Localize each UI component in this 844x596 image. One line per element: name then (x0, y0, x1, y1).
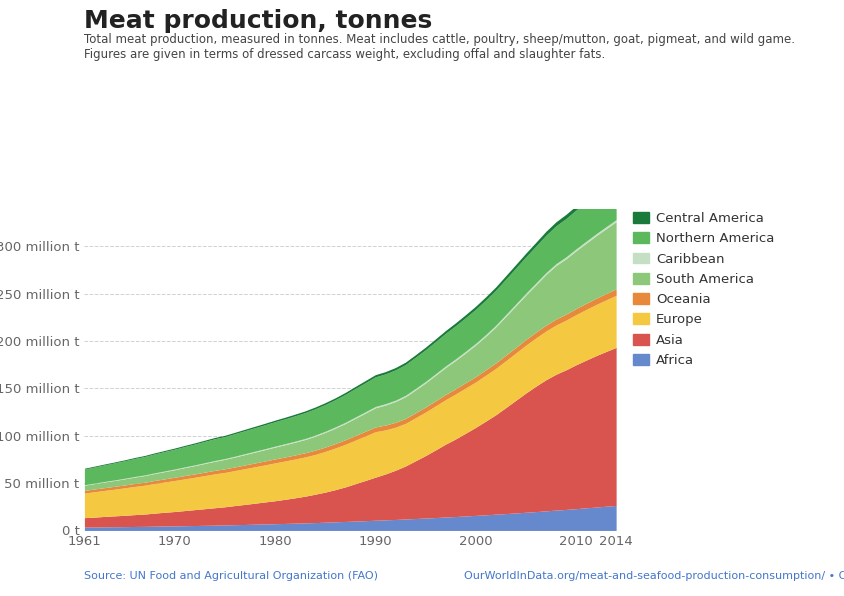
Text: OurWorldInData.org/meat-and-seafood-production-consumption/ • CC BY-SA: OurWorldInData.org/meat-and-seafood-prod… (464, 571, 844, 581)
Legend: Central America, Northern America, Caribbean, South America, Oceania, Europe, As: Central America, Northern America, Carib… (633, 212, 774, 367)
Text: Source: UN Food and Agricultural Organization (FAO): Source: UN Food and Agricultural Organiz… (84, 571, 378, 581)
Text: Figures are given in terms of dressed carcass weight, excluding offal and slaugh: Figures are given in terms of dressed ca… (84, 48, 606, 61)
Text: Total meat production, measured in tonnes. Meat includes cattle, poultry, sheep/: Total meat production, measured in tonne… (84, 33, 795, 46)
Text: Meat production, tonnes: Meat production, tonnes (84, 9, 433, 33)
